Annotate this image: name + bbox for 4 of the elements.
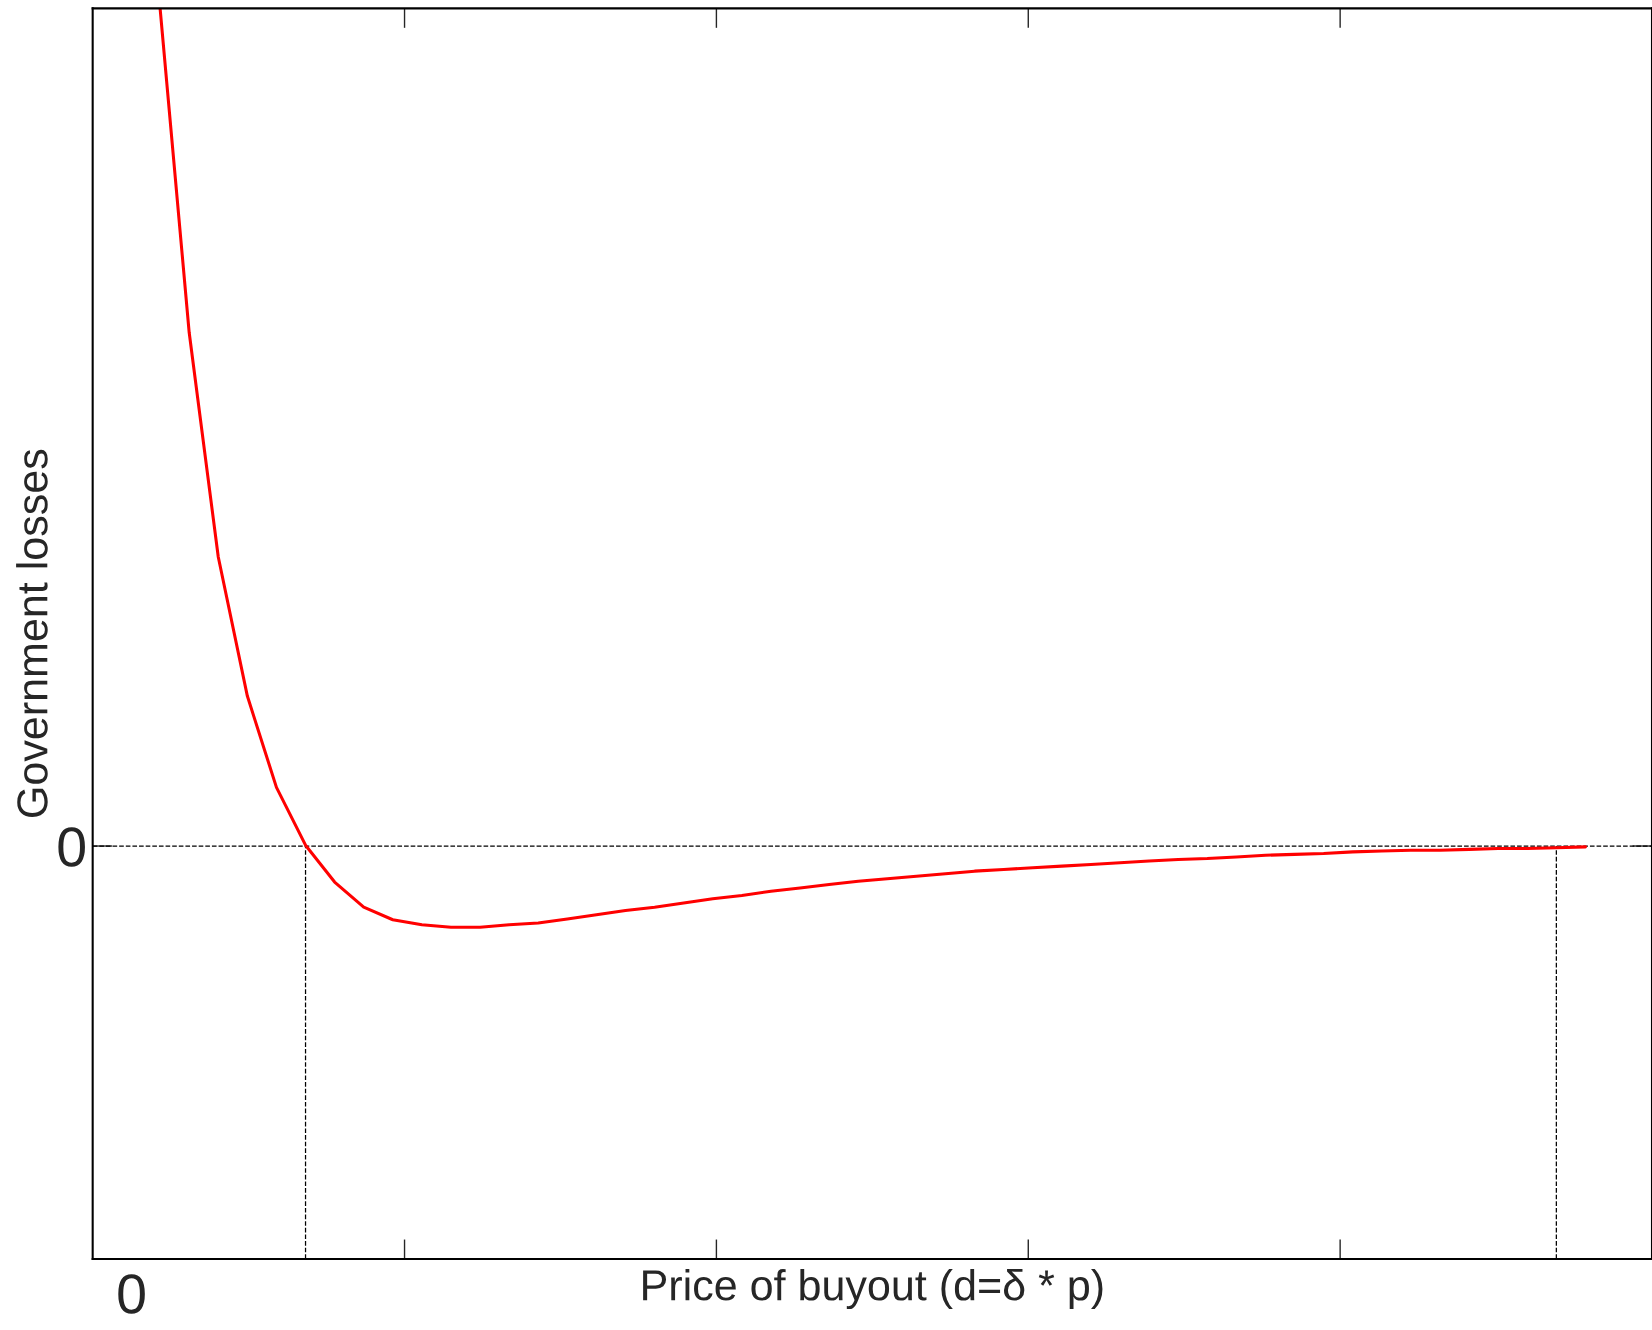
text: 0: [118, 1274, 145, 1314]
y-axis-title: Government losses: [16, 449, 48, 817]
text: 0: [58, 827, 85, 867]
text: Price of buyout (d=δ * p): [643, 1268, 1103, 1310]
